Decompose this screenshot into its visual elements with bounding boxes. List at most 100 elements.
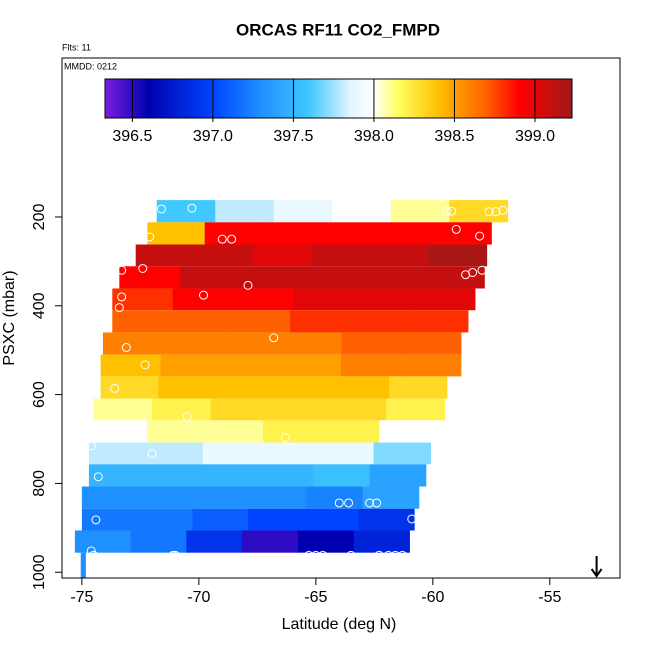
cell (242, 530, 299, 553)
sample-point (442, 206, 452, 216)
cell (341, 332, 402, 355)
cell (145, 442, 204, 465)
sample-point (390, 550, 400, 560)
cell (354, 288, 416, 311)
sample-point (117, 265, 127, 275)
cell (290, 310, 350, 333)
cell (80, 552, 86, 578)
cell (401, 332, 462, 355)
cell (358, 508, 415, 531)
y-tick-label: 800 (31, 470, 48, 497)
x-axis-label: Latitude (deg N) (282, 616, 397, 633)
cell (349, 310, 410, 333)
cell (423, 266, 485, 289)
sample-point (447, 206, 457, 216)
cell (297, 530, 355, 553)
cell (301, 266, 364, 289)
cell (152, 398, 212, 421)
sample-point (374, 550, 384, 560)
colorbar-tick-label: 397.0 (193, 128, 233, 145)
y-tick-label: 200 (31, 204, 48, 231)
cell (112, 310, 173, 333)
cell (147, 420, 206, 443)
colorbar-tick-label: 398.0 (354, 128, 394, 145)
sample-point (372, 498, 382, 508)
sample-point (451, 224, 461, 234)
cell (216, 376, 275, 399)
cell (362, 266, 424, 289)
sample-point (243, 280, 253, 290)
sample-point (168, 550, 178, 560)
cell (379, 420, 439, 443)
cell (147, 222, 206, 245)
sample-point (346, 550, 356, 560)
cell (262, 222, 320, 245)
colorbar-tick-label: 396.5 (112, 128, 152, 145)
cell (102, 332, 164, 355)
plot-frame (61, 57, 621, 579)
cell (321, 420, 380, 443)
cell (269, 398, 329, 421)
cell (233, 288, 295, 311)
chart-title: ORCAS RF11 CO2_FMPD (236, 20, 440, 39)
colorbar-tick-label: 398.5 (434, 128, 474, 145)
cell (81, 508, 138, 531)
cell (373, 442, 431, 465)
cell (390, 200, 450, 223)
cell (327, 398, 387, 421)
cell (194, 244, 254, 267)
cell (160, 354, 222, 377)
cell (186, 530, 243, 553)
annotation: MMDD: 0212 (64, 61, 117, 71)
sample-point (107, 279, 117, 289)
cell (306, 486, 364, 509)
cell (194, 486, 251, 509)
cell (158, 376, 217, 399)
cell (215, 200, 275, 223)
cell (138, 486, 195, 509)
cell (171, 310, 232, 333)
sample-point (182, 412, 192, 422)
cell (389, 376, 448, 399)
cell (88, 464, 146, 487)
cell (202, 442, 261, 465)
sample-point (477, 265, 487, 275)
sample-point (407, 514, 417, 524)
cell (376, 222, 435, 245)
cell (434, 222, 492, 245)
colorbar (104, 78, 573, 119)
cell (119, 266, 181, 289)
sample-point (344, 498, 354, 508)
cell (331, 376, 390, 399)
sample-point (269, 333, 279, 343)
x-tick-label: -65 (304, 589, 327, 606)
cell (156, 200, 216, 223)
y-tick-label: 600 (31, 381, 48, 408)
cell (340, 354, 402, 377)
cell (162, 332, 223, 355)
cell (273, 200, 333, 223)
cell (135, 244, 195, 267)
sample-point (318, 550, 328, 560)
cell (408, 310, 469, 333)
colorbar-tick-label: 399.0 (515, 128, 555, 145)
sample-point (110, 383, 120, 393)
cell (205, 420, 264, 443)
cell (353, 530, 410, 553)
cell (220, 354, 282, 377)
cell (293, 288, 355, 311)
cell (369, 244, 429, 267)
cell (449, 200, 509, 223)
sample-point (365, 498, 375, 508)
x-tick-label: -70 (187, 589, 210, 606)
cell (273, 376, 332, 399)
sample-point (475, 231, 485, 241)
cell (100, 354, 162, 377)
cell (280, 354, 342, 377)
cell (311, 244, 371, 267)
cell (88, 420, 148, 443)
sample-point (397, 550, 407, 560)
cell (248, 508, 304, 531)
